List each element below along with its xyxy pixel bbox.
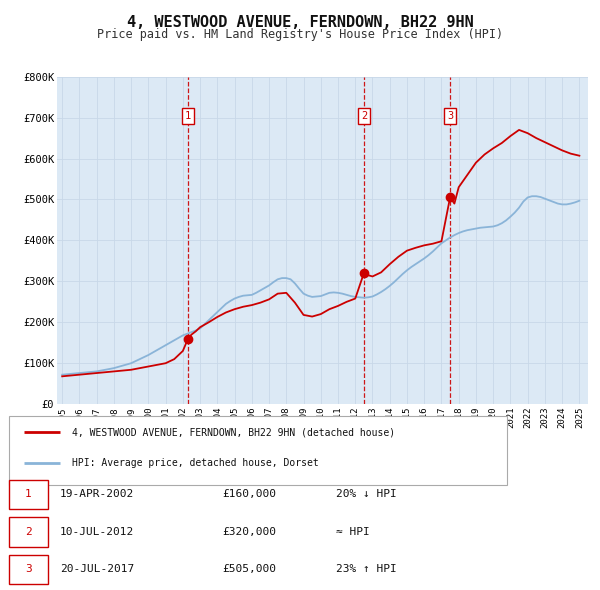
Text: 20-JUL-2017: 20-JUL-2017 [60,564,134,573]
Text: 2: 2 [25,527,32,536]
Text: 1: 1 [185,111,191,121]
FancyBboxPatch shape [9,517,48,546]
Text: 3: 3 [25,564,32,573]
Text: £505,000: £505,000 [222,564,276,573]
Text: 2: 2 [361,111,367,121]
Text: 3: 3 [447,111,453,121]
FancyBboxPatch shape [9,415,507,485]
Text: £320,000: £320,000 [222,527,276,536]
Text: 10-JUL-2012: 10-JUL-2012 [60,527,134,536]
Text: 23% ↑ HPI: 23% ↑ HPI [336,564,397,573]
Text: 4, WESTWOOD AVENUE, FERNDOWN, BH22 9HN: 4, WESTWOOD AVENUE, FERNDOWN, BH22 9HN [127,15,473,30]
Text: 19-APR-2002: 19-APR-2002 [60,490,134,499]
Text: 1: 1 [25,490,32,499]
Text: 4, WESTWOOD AVENUE, FERNDOWN, BH22 9HN (detached house): 4, WESTWOOD AVENUE, FERNDOWN, BH22 9HN (… [72,428,395,437]
Text: Price paid vs. HM Land Registry's House Price Index (HPI): Price paid vs. HM Land Registry's House … [97,28,503,41]
Text: £160,000: £160,000 [222,490,276,499]
Text: 20% ↓ HPI: 20% ↓ HPI [336,490,397,499]
FancyBboxPatch shape [9,480,48,510]
FancyBboxPatch shape [9,555,48,584]
Text: ≈ HPI: ≈ HPI [336,527,370,536]
Text: HPI: Average price, detached house, Dorset: HPI: Average price, detached house, Dors… [72,458,319,467]
